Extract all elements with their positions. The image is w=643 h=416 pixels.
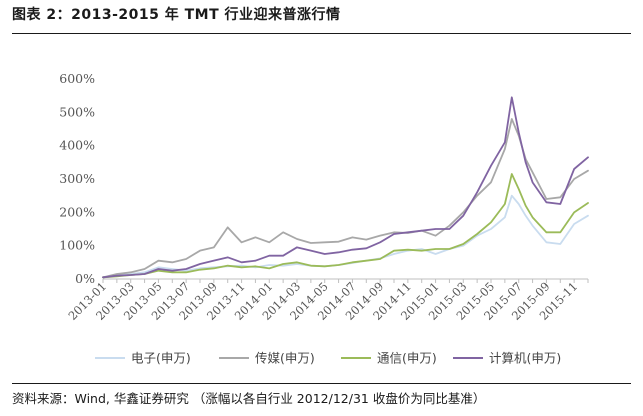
y-axis: 0% 100% 200% 300% 400% 500% 600% [59,71,95,286]
y-tick-label: 300% [59,171,95,186]
legend-label-1: 传媒(申万) [255,351,315,366]
legend-label-2: 通信(申万) [377,351,437,366]
legend-label-0: 电子(申万) [131,351,191,366]
series-line-2 [102,173,589,279]
source-note: 资料来源：Wind, 华鑫证券研究 （涨幅以各自行业 2012/12/31 收盘… [12,391,486,406]
x-axis: 2013-012013-032013-052013-072013-092013-… [65,278,589,323]
line-chart: 0% 100% 200% 300% 400% 500% 600% 2013-012013-0… [59,71,589,366]
chart-title: 图表 2：2013-2015 年 TMT 行业迎来普涨行情 [12,7,341,23]
y-tick-label: 600% [59,71,95,86]
series-line-0 [102,194,589,279]
y-tick-label: 200% [59,204,95,219]
series-lines [102,96,589,279]
y-tick-label: 0% [75,271,95,286]
series-line-1 [102,118,589,279]
series-line-3 [102,96,589,279]
y-tick-label: 100% [59,238,95,253]
y-tick-label: 500% [59,104,95,119]
top-rule [12,33,631,34]
y-tick-label: 400% [59,138,95,153]
legend-label-3: 计算机(申万) [489,351,561,366]
bottom-rule [12,383,631,384]
legend: 电子(申万) 传媒(申万) 通信(申万) 计算机(申万) [95,351,561,366]
